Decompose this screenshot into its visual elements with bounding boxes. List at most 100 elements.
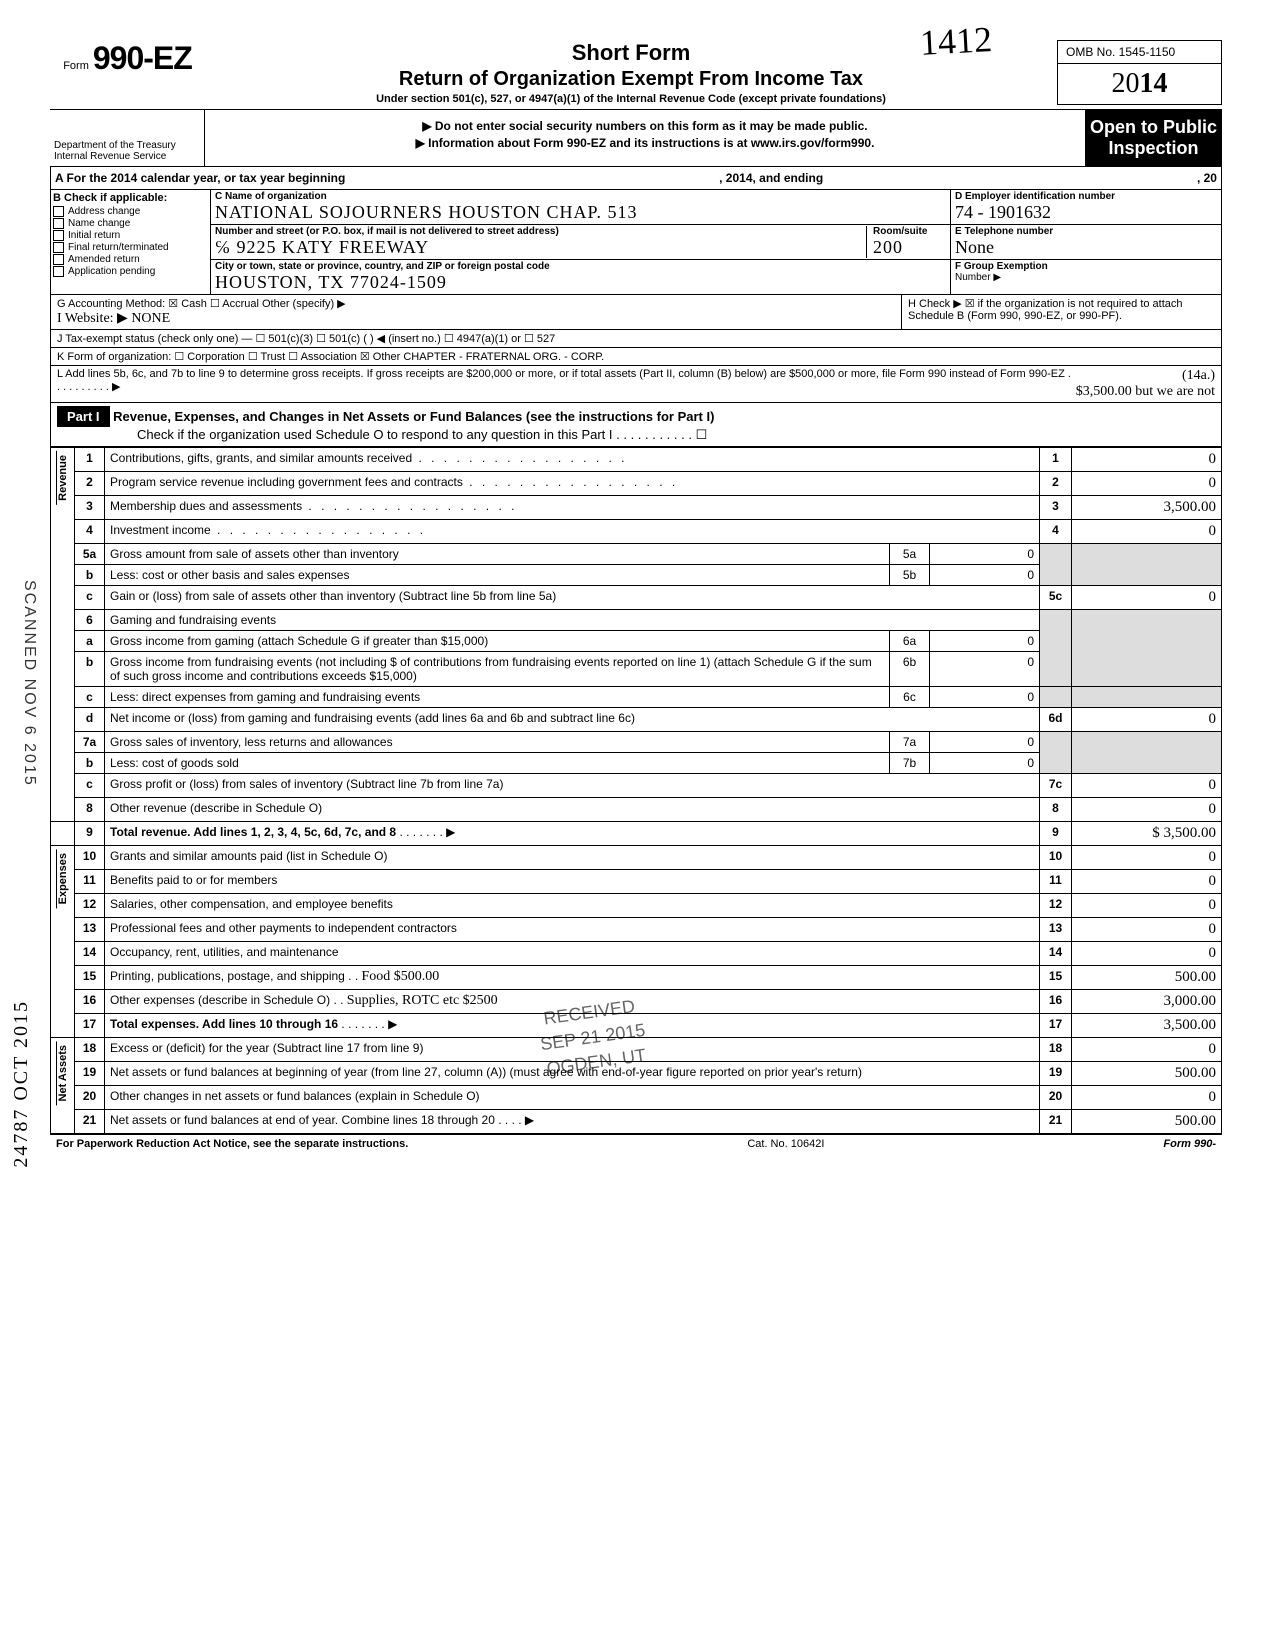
line-rnum: 15 <box>1040 966 1072 990</box>
form-number: 990-EZ <box>93 40 192 77</box>
org-name-value: NATIONAL SOJOURNERS HOUSTON CHAP. 513 <box>215 202 946 223</box>
line-num: 5a <box>75 544 105 565</box>
line-desc: Other expenses (describe in Schedule O) <box>110 993 330 1007</box>
tax-year: 2014 <box>1057 64 1222 105</box>
city-row: City or town, state or province, country… <box>211 260 950 294</box>
shade-cell <box>1072 610 1222 687</box>
chk-final-return[interactable]: Final return/terminated <box>53 242 208 253</box>
group-label2: Number ▶ <box>955 272 1217 283</box>
line-rnum: 4 <box>1040 520 1072 544</box>
line-val: 0 <box>1072 586 1222 610</box>
line-num: b <box>75 565 105 586</box>
line-rnum: 10 <box>1040 846 1072 870</box>
street-label: Number and street (or P.O. box, if mail … <box>215 226 856 237</box>
chk-label: Address change <box>68 206 140 217</box>
shade-cell <box>1040 544 1072 586</box>
scanned-stamp: SCANNED NOV 6 2015 <box>20 580 38 787</box>
line-desc: Gaming and fundraising events <box>110 613 276 627</box>
section-b: B Check if applicable: Address change Na… <box>51 190 211 294</box>
section-a-mid: , 2014, and ending <box>719 171 823 185</box>
chk-initial-return[interactable]: Initial return <box>53 230 208 241</box>
line-rnum: 1 <box>1040 448 1072 472</box>
sub-val: 0 <box>930 565 1040 586</box>
line-val: 0 <box>1072 918 1222 942</box>
section-def: D Employer identification number 74 - 19… <box>951 190 1221 294</box>
chk-application-pending[interactable]: Application pending <box>53 266 208 277</box>
line-val: 500.00 <box>1072 1062 1222 1086</box>
org-name-label: C Name of organization <box>215 191 946 202</box>
line-num: 3 <box>75 496 105 520</box>
line-desc: Printing, publications, postage, and shi… <box>110 969 345 983</box>
chk-label: Name change <box>68 218 130 229</box>
line-rnum: 16 <box>1040 990 1072 1014</box>
line-rnum: 19 <box>1040 1062 1072 1086</box>
line-val: 3,000.00 <box>1072 990 1222 1014</box>
line-val: $ 3,500.00 <box>1072 822 1222 846</box>
chk-amended-return[interactable]: Amended return <box>53 254 208 265</box>
line-rnum: 18 <box>1040 1038 1072 1062</box>
line-val: 0 <box>1072 774 1222 798</box>
row-l-text: L Add lines 5b, 6c, and 7b to line 9 to … <box>57 368 1076 400</box>
footer-left: For Paperwork Reduction Act Notice, see … <box>56 1138 408 1150</box>
phone-label: E Telephone number <box>955 226 1217 237</box>
room-value: 200 <box>873 237 946 258</box>
accounting-method: G Accounting Method: ☒ Cash ☐ Accrual Ot… <box>57 297 895 310</box>
year-prefix: 20 <box>1112 68 1140 99</box>
group-label: F Group Exemption <box>955 261 1217 272</box>
public-l2: Inspection <box>1090 138 1217 159</box>
chk-address-change[interactable]: Address change <box>53 206 208 217</box>
sub-num: 7a <box>890 732 930 753</box>
row-k-text: K Form of organization: ☐ Corporation ☐ … <box>57 351 604 363</box>
sub-val: 0 <box>930 652 1040 687</box>
website-row: I Website: ▶ NONE <box>57 310 895 327</box>
side-cell-blank <box>51 822 75 846</box>
shade-cell <box>1040 732 1072 774</box>
line-num: c <box>75 687 105 708</box>
line-desc: Gross income from fundraising events (no… <box>110 655 872 683</box>
line-val: 500.00 <box>1072 966 1222 990</box>
line-val: 0 <box>1072 520 1222 544</box>
line-num: b <box>75 652 105 687</box>
phone-row: E Telephone number None <box>951 225 1221 260</box>
street-value: ℅ 9225 KATY FREEWAY <box>215 237 856 258</box>
line-num: d <box>75 708 105 732</box>
org-name-row: C Name of organization NATIONAL SOJOURNE… <box>211 190 950 225</box>
section-c: C Name of organization NATIONAL SOJOURNE… <box>211 190 951 294</box>
public-l1: Open to Public <box>1090 117 1217 138</box>
line-desc: Program service revenue including govern… <box>110 475 463 489</box>
line-desc: Gross amount from sale of assets other t… <box>110 547 399 561</box>
line-desc: Net income or (loss) from gaming and fun… <box>110 711 635 725</box>
part1-check: Check if the organization used Schedule … <box>57 427 1215 443</box>
line-desc: Gross profit or (loss) from sales of inv… <box>110 777 503 791</box>
line-desc: Other changes in net assets or fund bala… <box>110 1089 480 1103</box>
section-b-header: B Check if applicable: <box>53 192 208 204</box>
side-expenses: Expenses <box>56 849 69 908</box>
sub-val: 0 <box>930 544 1040 565</box>
side-net-assets: Net Assets <box>56 1041 69 1105</box>
sub-val: 0 <box>930 732 1040 753</box>
row-j: J Tax-exempt status (check only one) — ☐… <box>50 330 1222 348</box>
instruction-lines: ▶ Do not enter social security numbers o… <box>205 110 1085 166</box>
line-num: 13 <box>75 918 105 942</box>
year-suffix: 14 <box>1140 68 1168 99</box>
sub-num: 6c <box>890 687 930 708</box>
line-num: 20 <box>75 1086 105 1110</box>
line-desc: Grants and similar amounts paid (list in… <box>110 849 387 863</box>
footer: For Paperwork Reduction Act Notice, see … <box>50 1134 1222 1153</box>
line-rnum: 13 <box>1040 918 1072 942</box>
line-desc: Excess or (deficit) for the year (Subtra… <box>110 1041 423 1055</box>
ein-row: D Employer identification number 74 - 19… <box>951 190 1221 225</box>
schedule-b-check: H Check ▶ ☒ if the organization is not r… <box>901 295 1221 329</box>
second-header-row: Department of the Treasury Internal Reve… <box>50 109 1222 166</box>
line-val: 0 <box>1072 708 1222 732</box>
line-desc: Less: cost of goods sold <box>110 756 239 770</box>
line-desc: Occupancy, rent, utilities, and maintena… <box>110 945 339 959</box>
shade-cell <box>1072 687 1222 708</box>
line-rnum: 12 <box>1040 894 1072 918</box>
shade-cell <box>1072 732 1222 774</box>
line-desc: Gross sales of inventory, less returns a… <box>110 735 393 749</box>
line-val: 3,500.00 <box>1072 1014 1222 1038</box>
chk-name-change[interactable]: Name change <box>53 218 208 229</box>
line-num: 17 <box>75 1014 105 1038</box>
line-rnum: 21 <box>1040 1110 1072 1134</box>
